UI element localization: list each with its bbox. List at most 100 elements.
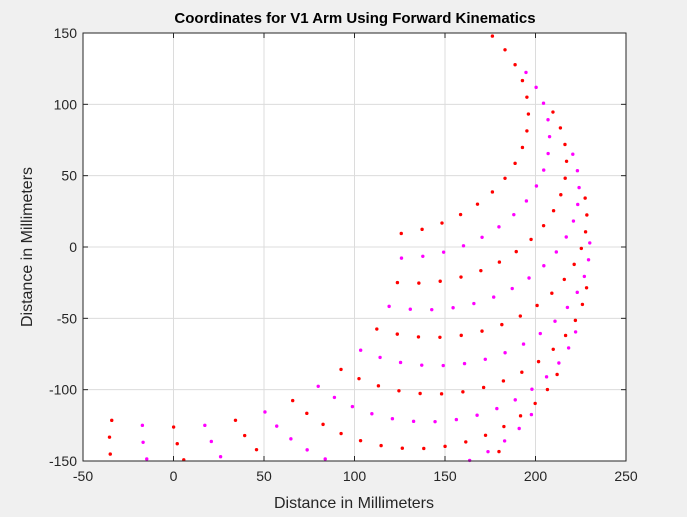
data-point	[583, 230, 588, 234]
data-point	[358, 438, 363, 443]
data-point	[565, 305, 570, 310]
data-point	[110, 418, 114, 423]
data-point	[254, 447, 259, 452]
grid-lines	[83, 33, 626, 461]
y-tick-label: -50	[57, 310, 77, 326]
data-point	[430, 307, 434, 312]
data-point	[502, 439, 507, 443]
data-point	[454, 417, 459, 422]
data-point	[418, 391, 422, 396]
data-point	[145, 457, 149, 461]
data-point	[520, 78, 525, 83]
data-point	[563, 176, 567, 180]
data-point	[529, 412, 534, 417]
data-point	[544, 375, 549, 379]
data-point	[517, 426, 521, 431]
data-point	[441, 250, 446, 254]
data-point	[563, 142, 567, 147]
data-point	[525, 129, 529, 133]
data-point	[576, 202, 580, 207]
data-point	[500, 322, 504, 327]
data-point	[395, 280, 400, 285]
data-point	[379, 443, 383, 448]
data-point	[321, 422, 325, 427]
data-point	[551, 110, 555, 114]
data-point	[545, 387, 550, 392]
data-point	[492, 295, 496, 299]
data-point	[571, 152, 575, 156]
data-point	[376, 384, 381, 388]
x-tick-label: 250	[614, 468, 638, 484]
data-point	[529, 237, 533, 242]
data-point	[438, 279, 442, 283]
data-point	[416, 335, 421, 339]
data-point	[573, 318, 578, 323]
data-point	[503, 176, 507, 180]
data-point	[323, 457, 327, 461]
data-point	[518, 414, 523, 418]
data-point	[339, 431, 343, 436]
data-point	[520, 145, 525, 150]
data-point	[526, 112, 531, 116]
data-point	[518, 314, 523, 318]
data-point	[451, 306, 455, 310]
data-point	[375, 327, 379, 331]
data-point	[542, 264, 546, 268]
data-point	[420, 363, 424, 367]
x-tick-label: 50	[256, 468, 272, 484]
data-point	[316, 384, 320, 388]
data-point	[398, 360, 403, 365]
data-point	[203, 423, 207, 428]
data-point	[175, 442, 179, 446]
data-point	[490, 190, 495, 194]
data-point	[472, 301, 476, 306]
data-point	[107, 435, 112, 439]
data-point	[443, 444, 447, 449]
y-tick-label: -100	[49, 382, 77, 398]
data-point	[546, 151, 550, 156]
data-point	[573, 330, 578, 334]
data-point	[370, 412, 374, 416]
x-tick-label: 0	[170, 468, 178, 484]
data-point	[108, 452, 112, 456]
data-point	[358, 348, 363, 352]
x-tick-label: 100	[343, 468, 367, 484]
data-point	[475, 202, 480, 206]
data-point	[564, 235, 568, 239]
y-tick-label: 150	[54, 25, 78, 41]
data-point	[387, 304, 391, 309]
data-point	[483, 357, 487, 361]
data-point	[535, 303, 539, 308]
x-tick-label: 150	[433, 468, 457, 484]
data-point	[140, 423, 145, 428]
data-point	[411, 419, 416, 424]
y-tick-label: 0	[69, 239, 77, 255]
data-point	[395, 332, 399, 336]
data-point	[538, 331, 542, 336]
data-point	[305, 448, 309, 452]
data-point	[584, 286, 589, 290]
data-point	[263, 410, 267, 414]
x-axis-label: Distance in Millimeters	[274, 495, 434, 512]
data-point	[490, 34, 495, 38]
data-point	[582, 274, 587, 279]
data-point	[397, 389, 401, 393]
data-point	[408, 307, 412, 311]
data-point	[467, 458, 472, 463]
data-point	[536, 359, 541, 364]
data-point	[566, 346, 571, 350]
data-point	[546, 118, 550, 122]
data-point	[534, 85, 538, 90]
data-point	[291, 398, 295, 403]
data-point	[527, 276, 531, 280]
data-point	[399, 231, 403, 236]
data-point	[563, 333, 568, 338]
data-point	[497, 449, 501, 454]
data-point	[557, 361, 561, 365]
data-point	[141, 440, 145, 444]
data-point	[462, 361, 467, 366]
data-point	[553, 319, 557, 323]
data-point	[572, 262, 576, 267]
data-point	[441, 363, 445, 368]
